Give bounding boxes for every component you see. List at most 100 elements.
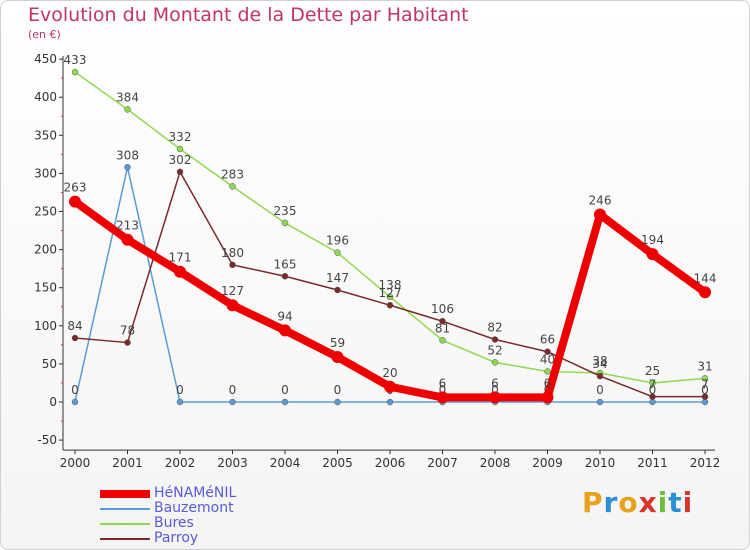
data-label: 283 — [221, 167, 244, 181]
chart-title: Evolution du Montant de la Dette par Hab… — [28, 4, 469, 26]
data-point — [71, 398, 79, 406]
data-point — [331, 351, 344, 364]
data-point — [649, 393, 656, 400]
data-label: 332 — [169, 130, 192, 144]
y-tick-label: 450 — [34, 52, 57, 66]
data-label: 0 — [596, 383, 604, 397]
y-tick-label: 200 — [34, 243, 57, 257]
x-tick-label: 2004 — [270, 456, 301, 470]
x-tick-label: 2012 — [690, 456, 721, 470]
data-label: 147 — [326, 271, 349, 285]
legend-item: HéNAMéNIL — [100, 486, 236, 501]
data-point — [544, 368, 551, 375]
data-label: 81 — [435, 321, 450, 335]
data-label: 0 — [281, 383, 289, 397]
data-point — [649, 379, 656, 387]
legend-swatch — [100, 507, 150, 510]
data-point — [124, 106, 131, 113]
y-tick-label: 350 — [34, 128, 57, 142]
data-point — [436, 391, 449, 404]
data-label: 308 — [116, 148, 139, 162]
data-point — [489, 391, 501, 404]
data-point — [646, 248, 659, 261]
legend-item: Bures — [100, 516, 236, 531]
y-tick-label: 300 — [34, 166, 57, 180]
data-label: 25 — [645, 364, 660, 378]
y-tick-label: 100 — [34, 319, 57, 333]
data-point — [71, 68, 79, 76]
legend-item: Bauzemont — [100, 501, 236, 516]
data-point — [386, 398, 394, 406]
data-point — [71, 334, 79, 342]
data-point — [281, 219, 289, 227]
x-tick-label: 2005 — [322, 456, 353, 470]
x-tick-label: 2006 — [375, 456, 406, 470]
data-label: 144 — [694, 271, 717, 285]
data-label: 165 — [274, 257, 297, 271]
data-label: 0 — [334, 383, 342, 397]
data-point — [121, 233, 134, 246]
data-label: 40 — [540, 353, 555, 367]
data-label: 82 — [487, 321, 502, 335]
legend-swatch — [100, 537, 150, 540]
data-point — [176, 145, 184, 153]
data-point — [334, 286, 341, 294]
legend-label: Parroy — [154, 530, 199, 546]
data-point — [699, 286, 711, 299]
data-point — [229, 398, 236, 406]
legend-label: HéNAMéNIL — [154, 485, 237, 501]
y-tick-label: 0 — [49, 395, 57, 409]
x-tick-label: 2002 — [165, 456, 196, 470]
data-point — [69, 195, 81, 208]
x-tick-label: 2003 — [217, 456, 248, 470]
data-point — [439, 337, 446, 344]
y-tick-label: 250 — [34, 205, 57, 219]
x-tick-label: 2001 — [112, 456, 143, 470]
y-tick-label: 150 — [34, 281, 57, 295]
data-label: 6 — [491, 376, 499, 390]
data-point — [334, 249, 341, 256]
data-label: 384 — [116, 90, 139, 104]
data-point — [229, 261, 236, 269]
data-point — [124, 164, 131, 171]
data-point — [279, 324, 291, 337]
data-label: 433 — [64, 53, 87, 67]
data-point — [439, 317, 446, 325]
data-label: 84 — [67, 319, 82, 333]
data-label: 213 — [116, 219, 139, 233]
legend-label: Bures — [154, 515, 194, 531]
x-tick-label: 2011 — [637, 456, 668, 470]
data-label: 0 — [491, 383, 499, 397]
data-label: 0 — [229, 383, 237, 397]
data-label: 180 — [221, 246, 244, 260]
x-tick-label: 2007 — [427, 456, 458, 470]
data-label: 0 — [649, 383, 657, 397]
data-label: 0 — [439, 383, 447, 397]
data-point — [386, 301, 394, 309]
data-label: 127 — [221, 284, 244, 298]
data-label: 38 — [592, 354, 607, 368]
legend-label: Bauzemont — [154, 500, 234, 516]
data-point — [701, 393, 709, 400]
x-tick-label: 2009 — [532, 456, 563, 470]
data-label: 194 — [641, 233, 664, 247]
data-point — [596, 398, 604, 406]
legend-swatch — [100, 489, 150, 498]
data-point — [334, 398, 341, 406]
x-tick-label: 2000 — [60, 456, 91, 470]
data-point — [384, 380, 396, 393]
data-label: 263 — [64, 181, 87, 195]
logo-letter: i — [682, 486, 694, 519]
data-label: 94 — [277, 309, 292, 323]
data-label: 171 — [169, 251, 192, 265]
legend: HéNAMéNIL Bauzemont Bures Parroy — [100, 486, 236, 546]
data-label: 127 — [379, 286, 402, 300]
data-point — [386, 293, 394, 301]
data-point — [701, 375, 709, 382]
data-point — [594, 208, 606, 221]
data-label: 0 — [71, 383, 79, 397]
data-label: 7 — [649, 378, 657, 392]
data-point — [226, 299, 239, 312]
